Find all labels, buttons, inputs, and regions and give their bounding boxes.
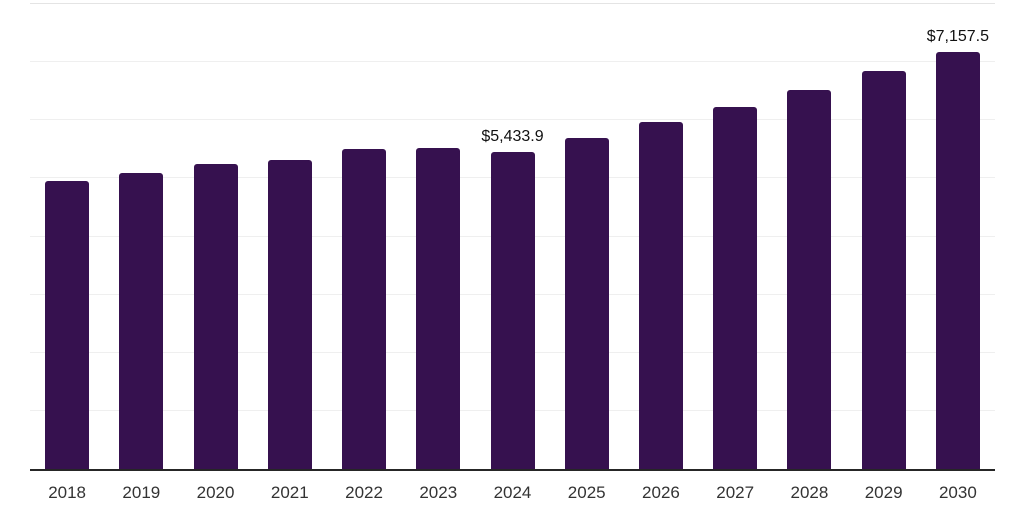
- x-tick-label-2021: 2021: [270, 483, 309, 502]
- x-axis-line: [30, 469, 995, 471]
- x-tick-label-2025: 2025: [567, 483, 606, 502]
- x-tick-label-2026: 2026: [642, 483, 680, 502]
- x-tick-label-2028: 2028: [790, 483, 829, 502]
- gridline-8000: [30, 2, 995, 4]
- bar-2030: [935, 52, 980, 469]
- bar-2029: [861, 70, 906, 469]
- bar-2023: [416, 148, 461, 469]
- gridline-7000: [30, 60, 995, 62]
- bar-2028: [787, 89, 832, 469]
- x-tick-label-2027: 2027: [716, 483, 755, 502]
- bar-2021: [267, 160, 312, 469]
- bar-2018: [45, 180, 90, 469]
- bar-2025: [564, 137, 609, 469]
- bar-2020: [193, 164, 238, 469]
- gridline-6000: [30, 119, 995, 120]
- value-label-2030: $7,157.5: [926, 28, 990, 46]
- bar-2022: [342, 148, 387, 469]
- bar-2024: [490, 152, 535, 469]
- bar-2019: [119, 172, 164, 469]
- x-tick-label-2022: 2022: [345, 483, 383, 502]
- x-tick-label-2030: 2030: [938, 483, 977, 502]
- x-tick-label-2018: 2018: [48, 483, 87, 502]
- x-tick-label-2024: 2024: [493, 483, 532, 502]
- bar-2026: [638, 122, 683, 469]
- x-tick-label-2029: 2029: [864, 483, 903, 502]
- x-tick-label-2019: 2019: [122, 483, 161, 502]
- value-label-2024: $5,433.9: [481, 128, 544, 146]
- x-tick-label-2020: 2020: [196, 483, 235, 502]
- x-tick-label-2023: 2023: [419, 483, 458, 502]
- bar-2027: [713, 106, 758, 469]
